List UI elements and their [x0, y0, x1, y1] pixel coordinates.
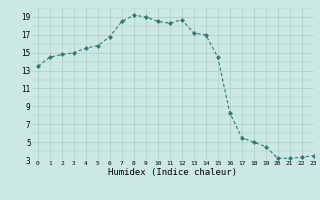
- X-axis label: Humidex (Indice chaleur): Humidex (Indice chaleur): [108, 168, 237, 177]
